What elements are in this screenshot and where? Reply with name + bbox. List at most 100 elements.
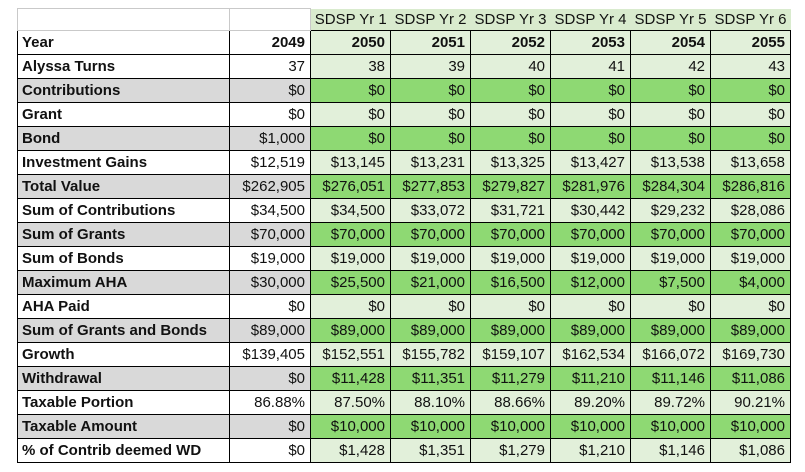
- cell-value[interactable]: $29,232: [630, 198, 711, 223]
- cell-value[interactable]: 2052: [470, 30, 551, 55]
- cell-value[interactable]: $10,000: [470, 414, 551, 439]
- cell-value[interactable]: $31,721: [470, 198, 551, 223]
- cell-value[interactable]: $0: [550, 78, 631, 103]
- cell-value[interactable]: $12,519: [229, 150, 311, 175]
- row-label[interactable]: Alyssa Turns: [17, 54, 230, 79]
- cell-value[interactable]: $34,500: [229, 198, 311, 223]
- cell-value[interactable]: $10,000: [390, 414, 471, 439]
- cell-value[interactable]: $0: [229, 366, 311, 391]
- cell-value[interactable]: $279,827: [470, 174, 551, 199]
- cell-value[interactable]: $155,782: [390, 342, 471, 367]
- cell-value[interactable]: $33,072: [390, 198, 471, 223]
- header-sdsp-yr-5[interactable]: SDSP Yr 5: [630, 8, 711, 31]
- header-sdsp-yr-2[interactable]: SDSP Yr 2: [390, 8, 471, 31]
- cell-value[interactable]: 88.66%: [470, 390, 551, 415]
- cell-value[interactable]: $0: [550, 294, 631, 319]
- cell-value[interactable]: $281,976: [550, 174, 631, 199]
- cell-value[interactable]: $70,000: [710, 222, 791, 247]
- header-sdsp-yr-6[interactable]: SDSP Yr 6: [710, 8, 791, 31]
- cell-value[interactable]: $277,853: [390, 174, 471, 199]
- cell-value[interactable]: 37: [229, 54, 311, 79]
- cell-value[interactable]: $89,000: [470, 318, 551, 343]
- cell-value[interactable]: 2049: [229, 30, 311, 55]
- cell-value[interactable]: 2053: [550, 30, 631, 55]
- cell-value[interactable]: $11,428: [310, 366, 391, 391]
- cell-value[interactable]: $89,000: [630, 318, 711, 343]
- cell-value[interactable]: $70,000: [470, 222, 551, 247]
- cell-value[interactable]: $0: [310, 294, 391, 319]
- cell-value[interactable]: $286,816: [710, 174, 791, 199]
- cell-value[interactable]: $13,325: [470, 150, 551, 175]
- cell-value[interactable]: $262,905: [229, 174, 311, 199]
- cell-value[interactable]: $1,086: [710, 438, 791, 463]
- cell-value[interactable]: $13,538: [630, 150, 711, 175]
- cell-value[interactable]: $1,279: [470, 438, 551, 463]
- cell-value[interactable]: $0: [470, 126, 551, 151]
- cell-value[interactable]: $19,000: [710, 246, 791, 271]
- cell-value[interactable]: $19,000: [470, 246, 551, 271]
- row-label[interactable]: Maximum AHA: [17, 270, 230, 295]
- header-blank-label-cell[interactable]: [17, 8, 230, 31]
- cell-value[interactable]: $70,000: [310, 222, 391, 247]
- row-label[interactable]: Taxable Amount: [17, 414, 230, 439]
- cell-value[interactable]: 42: [630, 54, 711, 79]
- cell-value[interactable]: 2051: [390, 30, 471, 55]
- row-label[interactable]: Total Value: [17, 174, 230, 199]
- cell-value[interactable]: $10,000: [630, 414, 711, 439]
- cell-value[interactable]: $19,000: [630, 246, 711, 271]
- cell-value[interactable]: 2050: [310, 30, 391, 55]
- cell-value[interactable]: $7,500: [630, 270, 711, 295]
- cell-value[interactable]: $1,428: [310, 438, 391, 463]
- cell-value[interactable]: 86.88%: [229, 390, 311, 415]
- row-label[interactable]: Contributions: [17, 78, 230, 103]
- cell-value[interactable]: $10,000: [550, 414, 631, 439]
- row-label[interactable]: % of Contrib deemed WD: [17, 438, 230, 463]
- cell-value[interactable]: 38: [310, 54, 391, 79]
- header-sdsp-yr-3[interactable]: SDSP Yr 3: [470, 8, 551, 31]
- cell-value[interactable]: $13,658: [710, 150, 791, 175]
- cell-value[interactable]: $19,000: [229, 246, 311, 271]
- cell-value[interactable]: $0: [310, 102, 391, 127]
- cell-value[interactable]: $89,000: [310, 318, 391, 343]
- cell-value[interactable]: $10,000: [710, 414, 791, 439]
- cell-value[interactable]: 87.50%: [310, 390, 391, 415]
- cell-value[interactable]: $139,405: [229, 342, 311, 367]
- cell-value[interactable]: $19,000: [390, 246, 471, 271]
- cell-value[interactable]: $152,551: [310, 342, 391, 367]
- cell-value[interactable]: $11,279: [470, 366, 551, 391]
- cell-value[interactable]: $11,146: [630, 366, 711, 391]
- cell-value[interactable]: $0: [310, 126, 391, 151]
- cell-value[interactable]: $0: [390, 78, 471, 103]
- cell-value[interactable]: $11,086: [710, 366, 791, 391]
- cell-value[interactable]: 2054: [630, 30, 711, 55]
- cell-value[interactable]: $1,210: [550, 438, 631, 463]
- cell-value[interactable]: $0: [229, 102, 311, 127]
- cell-value[interactable]: $0: [310, 78, 391, 103]
- cell-value[interactable]: $70,000: [229, 222, 311, 247]
- row-label[interactable]: Growth: [17, 342, 230, 367]
- row-label[interactable]: Withdrawal: [17, 366, 230, 391]
- row-label[interactable]: Sum of Contributions: [17, 198, 230, 223]
- cell-value[interactable]: $89,000: [710, 318, 791, 343]
- cell-value[interactable]: $0: [550, 126, 631, 151]
- cell-value[interactable]: $10,000: [310, 414, 391, 439]
- cell-value[interactable]: $0: [229, 294, 311, 319]
- cell-value[interactable]: $0: [630, 294, 711, 319]
- cell-value[interactable]: $13,231: [390, 150, 471, 175]
- cell-value[interactable]: $11,351: [390, 366, 471, 391]
- cell-value[interactable]: $0: [550, 102, 631, 127]
- cell-value[interactable]: $89,000: [229, 318, 311, 343]
- row-label[interactable]: Investment Gains: [17, 150, 230, 175]
- cell-value[interactable]: $0: [710, 126, 791, 151]
- cell-value[interactable]: $0: [229, 414, 311, 439]
- cell-value[interactable]: 90.21%: [710, 390, 791, 415]
- cell-value[interactable]: $1,351: [390, 438, 471, 463]
- cell-value[interactable]: $0: [630, 102, 711, 127]
- cell-value[interactable]: 41: [550, 54, 631, 79]
- header-blank-2049-cell[interactable]: [229, 8, 311, 31]
- cell-value[interactable]: $70,000: [390, 222, 471, 247]
- cell-value[interactable]: $276,051: [310, 174, 391, 199]
- row-label[interactable]: Sum of Grants and Bonds: [17, 318, 230, 343]
- cell-value[interactable]: $89,000: [550, 318, 631, 343]
- cell-value[interactable]: $11,210: [550, 366, 631, 391]
